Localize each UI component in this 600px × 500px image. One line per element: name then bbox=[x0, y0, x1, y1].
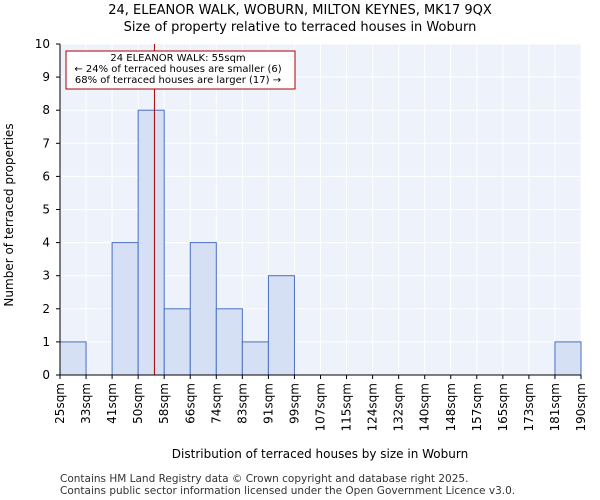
chart-title: 24, ELEANOR WALK, WOBURN, MILTON KEYNES,… bbox=[108, 3, 492, 18]
y-tick-label: 7 bbox=[42, 136, 50, 150]
x-tick-label: 33sqm bbox=[79, 383, 93, 424]
x-axis: 25sqm 33sqm 41sqm 50sqm 58sqm 66sqm 74sqm 83sqm… bbox=[53, 374, 588, 431]
x-tick-label: 91sqm bbox=[261, 383, 275, 424]
bar bbox=[189, 242, 217, 376]
y-tick-label: 2 bbox=[42, 302, 50, 316]
y-tick-label: 8 bbox=[42, 103, 50, 117]
x-tick-label: 74sqm bbox=[209, 383, 223, 424]
bar bbox=[111, 242, 139, 376]
x-tick-label: 25sqm bbox=[53, 383, 67, 424]
y-tick-label: 5 bbox=[42, 203, 50, 217]
x-tick-label: 181sqm bbox=[548, 383, 562, 431]
x-tick-label: 190sqm bbox=[574, 383, 588, 431]
x-tick-label: 107sqm bbox=[314, 383, 328, 431]
bar bbox=[59, 341, 87, 376]
y-tick-label: 6 bbox=[42, 169, 50, 183]
x-tick-label: 165sqm bbox=[496, 383, 510, 431]
x-tick-label: 157sqm bbox=[470, 383, 484, 431]
bar bbox=[267, 275, 295, 376]
y-tick-label: 3 bbox=[42, 269, 50, 283]
y-tick-label: 9 bbox=[42, 70, 50, 84]
x-tick-label: 99sqm bbox=[287, 383, 301, 424]
x-tick-label: 41sqm bbox=[105, 383, 119, 424]
y-tick-label: 1 bbox=[42, 335, 50, 349]
x-tick-label: 140sqm bbox=[418, 383, 432, 431]
chart-subtitle: Size of property relative to terraced ho… bbox=[124, 20, 477, 35]
annotation-line-1: 24 ELEANOR WALK: 55sqm bbox=[110, 53, 245, 64]
bar bbox=[137, 109, 165, 376]
footer-line-2: Contains public sector information licen… bbox=[60, 485, 515, 497]
bars bbox=[59, 109, 582, 376]
y-tick-label: 10 bbox=[35, 37, 50, 51]
x-tick-label: 132sqm bbox=[392, 383, 406, 431]
annotation-line-3: 68% of terraced houses are larger (17) → bbox=[75, 75, 281, 86]
footer-line-1: Contains HM Land Registry data © Crown c… bbox=[60, 473, 468, 485]
y-tick-label: 4 bbox=[42, 236, 50, 250]
bar bbox=[554, 341, 582, 376]
y-tick-label: 0 bbox=[42, 368, 50, 382]
x-tick-label: 66sqm bbox=[183, 383, 197, 424]
annotation-frame bbox=[65, 50, 296, 90]
y-axis-label: Number of terraced properties bbox=[2, 123, 16, 306]
x-tick-label: 124sqm bbox=[366, 383, 380, 431]
x-tick-label: 58sqm bbox=[157, 383, 171, 424]
x-tick-label: 115sqm bbox=[340, 383, 354, 431]
x-axis-label: Distribution of terraced houses by size … bbox=[172, 447, 468, 461]
bar bbox=[215, 308, 243, 376]
annotation-line-2: ← 24% of terraced houses are smaller (6) bbox=[74, 64, 281, 75]
bar bbox=[163, 308, 191, 376]
y-axis: 0 1 2 3 4 5 6 7 8 9 10 bbox=[35, 37, 61, 382]
x-tick-label: 83sqm bbox=[235, 383, 249, 424]
x-tick-label: 173sqm bbox=[522, 383, 536, 431]
annotation-box: 24 ELEANOR WALK: 55sqm ← 24% of terraced… bbox=[65, 50, 296, 90]
x-tick-label: 148sqm bbox=[444, 383, 458, 431]
bar bbox=[241, 341, 269, 376]
x-tick-label: 50sqm bbox=[131, 383, 145, 424]
